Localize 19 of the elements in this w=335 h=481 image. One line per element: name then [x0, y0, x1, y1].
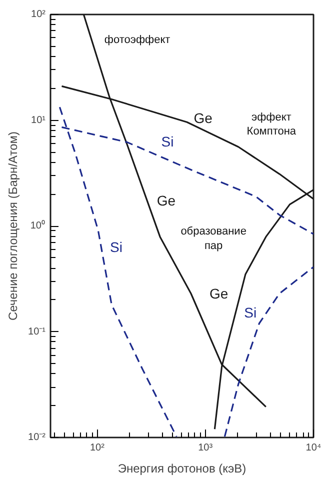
series-label: Si: [161, 133, 174, 150]
x-tick-label: 10³: [198, 442, 214, 454]
annotation: образование пар: [180, 225, 246, 252]
annotation: фотоэффект: [104, 34, 170, 46]
series-label: Ge: [209, 286, 228, 302]
series-label: Ge: [156, 192, 176, 209]
y-axis-title: Сечение поглощения (Барн/Атом): [6, 131, 20, 321]
series-label: Si: [244, 304, 257, 321]
x-tick-label: 10²: [90, 442, 106, 454]
annotation: эффект Комптона: [246, 111, 297, 138]
y-tick-label: 10⁻²: [28, 432, 46, 443]
y-tick-label: 10⁰: [30, 220, 46, 232]
y-tick-label: 10²: [31, 9, 46, 20]
y-tick-label: 10¹: [31, 114, 46, 126]
x-axis-title: Энергия фотонов (кэВ): [118, 462, 246, 476]
series-label: Ge: [194, 110, 213, 126]
x-tick-label: 10⁴: [306, 442, 322, 454]
series-label: Si: [110, 239, 122, 256]
y-tick-label: 10⁻¹: [28, 326, 46, 338]
